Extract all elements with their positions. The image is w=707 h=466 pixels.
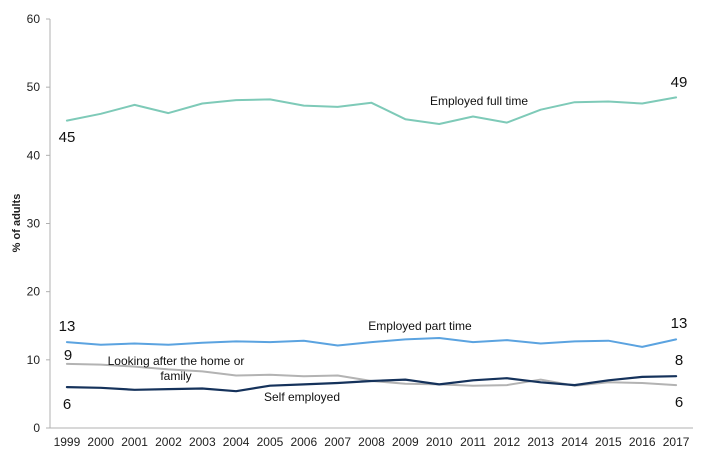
end-label-looking-after-home: 6: [675, 394, 683, 411]
x-tick-label: 2002: [155, 435, 182, 449]
x-tick-label: 1999: [54, 435, 81, 449]
x-tick-label: 2013: [527, 435, 554, 449]
x-tick-label: 2003: [189, 435, 216, 449]
annotation-self-employed: Self employed: [264, 390, 340, 404]
x-tick-label: 2008: [358, 435, 385, 449]
y-axis-title: % of adults: [11, 194, 23, 253]
x-tick-label: 2010: [426, 435, 453, 449]
y-tick-label: 60: [27, 12, 41, 26]
end-label-full-time: 49: [671, 74, 688, 91]
x-tick-label: 2007: [324, 435, 351, 449]
start-label-looking-after-home: 9: [64, 347, 72, 364]
annotation-employed-part-time: Employed part time: [368, 319, 472, 333]
series-line-employed-part-time: [65, 337, 678, 348]
x-tick-label: 2011: [460, 435, 486, 449]
x-tick-label: 2015: [595, 435, 622, 449]
start-label-full-time: 45: [59, 129, 76, 146]
x-tick-label: 2016: [629, 435, 656, 449]
y-tick-label: 40: [27, 148, 41, 162]
annotation-looking-after-home-line1: Looking after the home or: [108, 354, 245, 368]
start-label-part-time: 13: [59, 318, 76, 335]
x-tick-label: 2000: [87, 435, 114, 449]
x-tick-label: 2017: [663, 435, 690, 449]
x-tick-label: 2009: [392, 435, 419, 449]
y-tick-label: 0: [33, 421, 40, 435]
series-lines: [65, 96, 678, 393]
series-line-employed-full-time: [65, 96, 678, 125]
annotation-employed-full-time: Employed full time: [430, 94, 528, 108]
end-label-self-employed: 8: [675, 352, 683, 369]
end-label-part-time: 13: [671, 315, 688, 332]
x-tick-label: 2005: [257, 435, 284, 449]
y-tick-label: 50: [27, 80, 41, 94]
y-tick-label: 30: [27, 217, 41, 231]
y-tick-label: 20: [27, 285, 41, 299]
x-tick-label: 2014: [561, 435, 588, 449]
y-tick-label: 10: [27, 353, 41, 367]
axes: 0 10 20 30 40 50 60 1999 2000 2001 2002 2003 2004 200…: [27, 12, 693, 449]
x-tick-label: 2012: [494, 435, 521, 449]
series-line-self-employed: [65, 375, 678, 393]
x-tick-label: 2001: [121, 435, 148, 449]
x-tick-label: 2006: [290, 435, 317, 449]
x-tick-label: 2004: [223, 435, 250, 449]
start-label-self-employed: 6: [63, 396, 71, 413]
annotation-looking-after-home-line2: family: [160, 369, 191, 383]
chart-labels: % of adults Employed full time Employed …: [11, 74, 687, 413]
